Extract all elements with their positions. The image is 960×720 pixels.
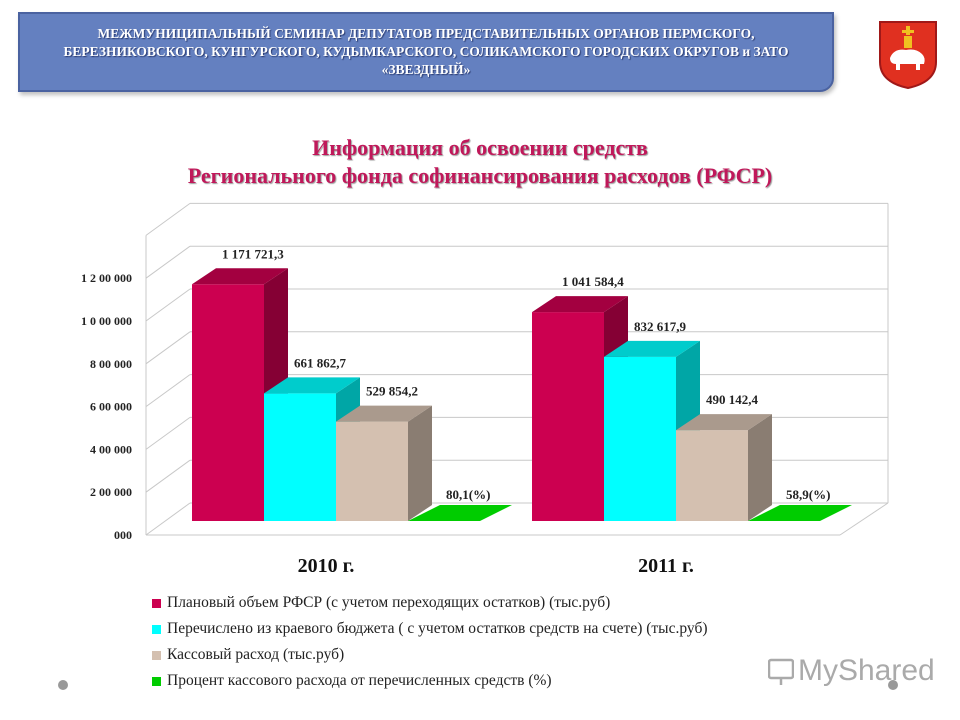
y-tick-label: 000 xyxy=(114,528,132,542)
presentation-icon xyxy=(768,658,794,685)
data-label: 529 854,2 xyxy=(366,384,418,399)
legend-item: Процент кассового расхода от перечисленн… xyxy=(152,668,708,694)
data-label: 490 142,4 xyxy=(706,392,759,407)
bar-front xyxy=(192,284,264,521)
slide-dot-left xyxy=(58,680,68,690)
chart-subtitle: Регионального фонда софинансирования рас… xyxy=(187,163,773,188)
y-tick-label: 8 00 000 xyxy=(90,357,132,371)
legend-item: Кассовый расход (тыс.руб) xyxy=(152,642,708,668)
watermark-text: MyShared xyxy=(798,654,935,687)
bar-top xyxy=(192,268,288,285)
legend-item: Плановый объем РФСР (с учетом переходящи… xyxy=(152,590,708,616)
bar-front xyxy=(264,393,336,521)
gridline-top-side xyxy=(145,202,191,236)
legend-item: Перечислено из краевого бюджета ( с учет… xyxy=(152,616,708,642)
legend-swatch xyxy=(152,650,161,660)
bar-percent-slab xyxy=(408,505,512,521)
y-tick-label: 4 00 000 xyxy=(90,442,132,456)
bar-front xyxy=(532,312,604,521)
bar-front xyxy=(604,356,676,521)
data-label: 661 862,7 xyxy=(294,355,347,370)
y-tick-label: 1 0 00 000 xyxy=(81,314,132,328)
watermark: MyShared xyxy=(768,654,935,688)
data-label: 80,1(%) xyxy=(446,487,490,502)
bar-top xyxy=(336,405,432,422)
data-label: 1 171 721,3 xyxy=(222,246,284,261)
bar-top xyxy=(604,340,700,357)
gridline-side xyxy=(145,416,191,450)
legend-label: Процент кассового расхода от перечисленн… xyxy=(167,672,552,689)
chart-title-block: Информация об освоении средств Региональ… xyxy=(0,134,960,190)
bar-top xyxy=(264,377,360,394)
category-label: 2010 г. xyxy=(298,555,355,577)
y-tick-label: 1 2 00 000 xyxy=(81,271,132,285)
slide-dot-right xyxy=(888,680,898,690)
gridline-side xyxy=(145,288,191,322)
legend-swatch xyxy=(152,676,161,686)
data-label: 832 617,9 xyxy=(634,319,687,334)
floor-right xyxy=(839,502,889,536)
bar-front xyxy=(336,421,408,521)
bar-front xyxy=(676,430,748,521)
y-tick-label: 2 00 000 xyxy=(90,485,132,499)
data-label: 58,9(%) xyxy=(786,487,830,502)
chart-legend: Плановый объем РФСР (с учетом переходящи… xyxy=(152,590,708,694)
gridline-side xyxy=(145,374,191,408)
y-tick-label: 6 00 000 xyxy=(90,400,132,414)
perm-crest-icon xyxy=(879,21,937,90)
legend-swatch xyxy=(152,624,161,634)
bar-side xyxy=(748,414,772,521)
bar-side xyxy=(408,405,432,521)
bar-percent-slab xyxy=(748,505,852,521)
legend-swatch xyxy=(152,598,161,608)
legend-label: Плановый объем РФСР (с учетом переходящи… xyxy=(167,594,611,611)
banner-text: МЕЖМУНИЦИПАЛЬНЫЙ СЕМИНАР ДЕПУТАТОВ ПРЕДС… xyxy=(63,26,789,77)
legend-label: Кассовый расход (тыс.руб) xyxy=(167,646,345,663)
category-label: 2011 г. xyxy=(638,555,694,577)
seminar-banner: МЕЖМУНИЦИПАЛЬНЫЙ СЕМИНАР ДЕПУТАТОВ ПРЕДС… xyxy=(18,12,834,92)
data-label: 1 041 584,4 xyxy=(562,274,624,289)
bar-top xyxy=(676,414,772,431)
bar-top xyxy=(532,296,628,313)
gridline-side xyxy=(145,245,191,279)
chart-title: Информация об освоении средств xyxy=(312,135,648,160)
legend-label: Перечислено из краевого бюджета ( с учет… xyxy=(167,620,708,637)
gridline-side xyxy=(145,502,191,536)
gridline-side xyxy=(145,331,191,365)
gridline-side xyxy=(145,459,191,493)
